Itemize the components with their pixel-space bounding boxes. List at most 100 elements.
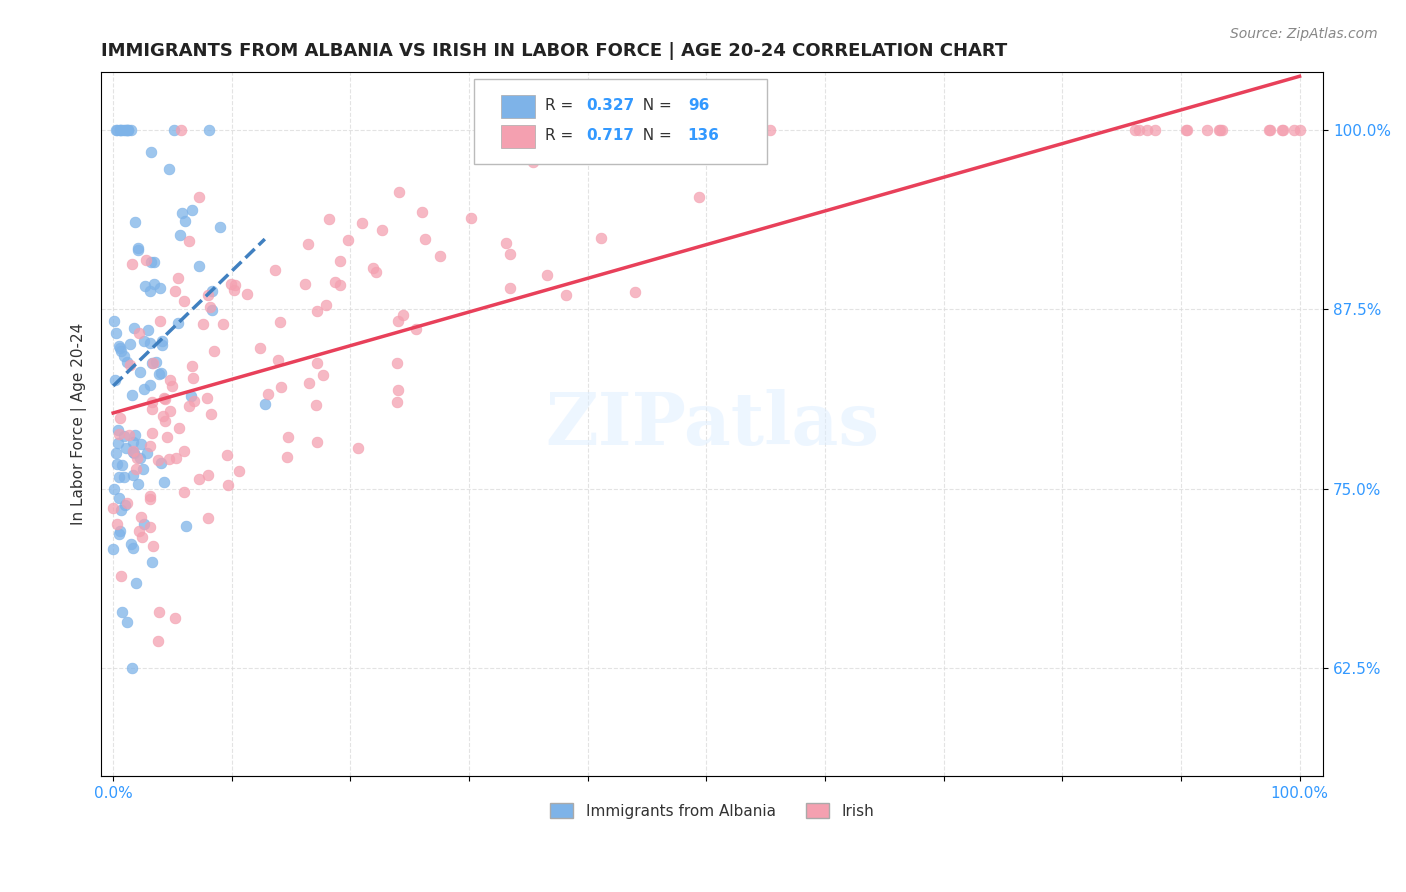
Point	[329, 277, 352, 292]
Point	[121, 661, 143, 675]
Point	[120, 358, 142, 372]
Point	[101, 501, 124, 516]
Point	[163, 123, 186, 137]
Point	[361, 260, 384, 275]
Point	[149, 314, 172, 328]
Point	[1257, 123, 1279, 137]
Point	[107, 527, 129, 541]
Point	[148, 367, 170, 381]
Point	[110, 344, 132, 359]
Point	[387, 384, 409, 398]
Point	[222, 283, 245, 297]
Point	[112, 470, 135, 484]
Point	[276, 430, 298, 444]
Point	[121, 388, 143, 402]
Point	[460, 211, 482, 226]
Point	[297, 236, 319, 251]
Point	[112, 123, 135, 137]
Point	[352, 216, 374, 230]
Text: IMMIGRANTS FROM ALBANIA VS IRISH IN LABOR FORCE | AGE 20-24 CORRELATION CHART: IMMIGRANTS FROM ALBANIA VS IRISH IN LABO…	[101, 42, 1007, 60]
Point	[139, 491, 162, 506]
Point	[499, 281, 522, 295]
Point	[179, 234, 201, 248]
Point	[146, 633, 169, 648]
Point	[167, 316, 190, 330]
Point	[173, 484, 195, 499]
Point	[141, 145, 163, 159]
Point	[167, 420, 190, 434]
Point	[145, 355, 167, 369]
Point	[110, 123, 132, 137]
Point	[224, 277, 246, 292]
Point	[128, 326, 150, 340]
Y-axis label: In Labor Force | Age 20-24: In Labor Force | Age 20-24	[72, 323, 87, 525]
Point	[112, 428, 135, 442]
Point	[160, 379, 183, 393]
Point	[141, 356, 163, 370]
Point	[1288, 123, 1310, 137]
Point	[173, 294, 195, 309]
Point	[103, 314, 125, 328]
Point	[546, 123, 568, 137]
Point	[187, 472, 209, 486]
Point	[1271, 123, 1294, 137]
Text: 0.717: 0.717	[586, 128, 634, 144]
Point	[141, 555, 163, 569]
Point	[391, 309, 413, 323]
Point	[108, 426, 131, 441]
Point	[108, 491, 131, 505]
Point	[1211, 123, 1233, 137]
Point	[191, 318, 214, 332]
Point	[111, 605, 134, 619]
Point	[117, 123, 139, 137]
Point	[103, 542, 125, 557]
Point	[131, 530, 153, 544]
Point	[257, 387, 280, 401]
Point	[165, 611, 187, 625]
Point	[624, 285, 647, 299]
Point	[152, 409, 174, 424]
Point	[187, 190, 209, 204]
Text: 136: 136	[688, 128, 720, 144]
Point	[129, 451, 152, 466]
Point	[177, 399, 200, 413]
Point	[135, 252, 157, 267]
Point	[108, 339, 131, 353]
Point	[117, 123, 139, 137]
Point	[108, 411, 131, 425]
Point	[127, 241, 149, 255]
Point	[125, 461, 148, 475]
Point	[1128, 123, 1150, 137]
Point	[1282, 123, 1305, 137]
Point	[103, 373, 125, 387]
Point	[173, 214, 195, 228]
Point	[139, 439, 162, 453]
Point	[150, 334, 173, 348]
Point	[120, 337, 142, 351]
Point	[159, 404, 181, 418]
Text: ZIPatlas: ZIPatlas	[546, 389, 879, 459]
Point	[1271, 123, 1294, 137]
Point	[135, 446, 157, 460]
Point	[127, 244, 149, 258]
Point	[1123, 123, 1146, 137]
Point	[212, 317, 235, 331]
Point	[105, 457, 128, 471]
Point	[153, 391, 176, 405]
Point	[129, 510, 152, 524]
Point	[387, 395, 409, 409]
Point	[150, 338, 173, 352]
Point	[122, 541, 145, 555]
Point	[107, 423, 129, 437]
Point	[215, 448, 238, 462]
Point	[157, 451, 180, 466]
FancyBboxPatch shape	[474, 79, 768, 164]
Point	[180, 389, 202, 403]
Point	[110, 341, 132, 355]
Point	[266, 352, 288, 367]
Point	[141, 426, 163, 441]
Point	[134, 517, 156, 532]
Point	[149, 280, 172, 294]
Point	[120, 123, 142, 137]
Point	[138, 336, 160, 351]
